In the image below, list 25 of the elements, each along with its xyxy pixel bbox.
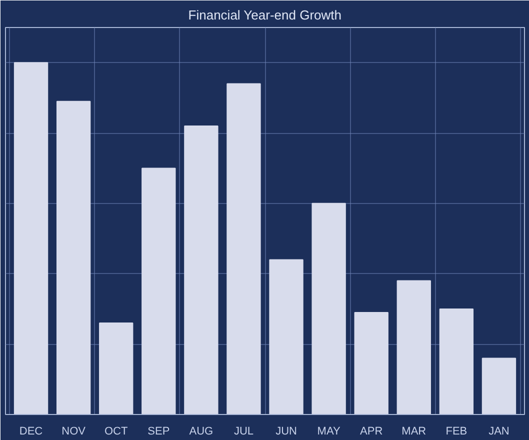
chart-title: Financial Year-end Growth: [188, 8, 342, 22]
bar: [354, 312, 388, 414]
x-tick-label: JAN: [488, 426, 510, 438]
bar: [312, 202, 346, 414]
x-tick-label: JUL: [234, 426, 254, 438]
x-tick-label: MAY: [317, 426, 341, 438]
x-tick-label: NOV: [62, 426, 86, 438]
bar: [142, 168, 176, 414]
x-tick-label: DEC: [19, 426, 43, 438]
x-tick-label: FEB: [446, 426, 468, 438]
bar: [99, 322, 134, 414]
x-tick-label: OCT: [104, 426, 128, 438]
bar: [226, 83, 261, 414]
x-tick-label: MAR: [402, 426, 426, 438]
x-tick-label: APR: [360, 426, 383, 438]
bar: [439, 308, 474, 414]
bar: [56, 100, 91, 414]
x-tick-label: SEP: [148, 426, 170, 438]
x-tick-label: JUN: [276, 426, 298, 438]
bar: [14, 62, 48, 414]
x-tick-label: AUG: [189, 426, 214, 438]
bar: [269, 259, 304, 414]
bar: [396, 280, 431, 414]
bar: [482, 358, 516, 414]
bar: [184, 126, 218, 414]
